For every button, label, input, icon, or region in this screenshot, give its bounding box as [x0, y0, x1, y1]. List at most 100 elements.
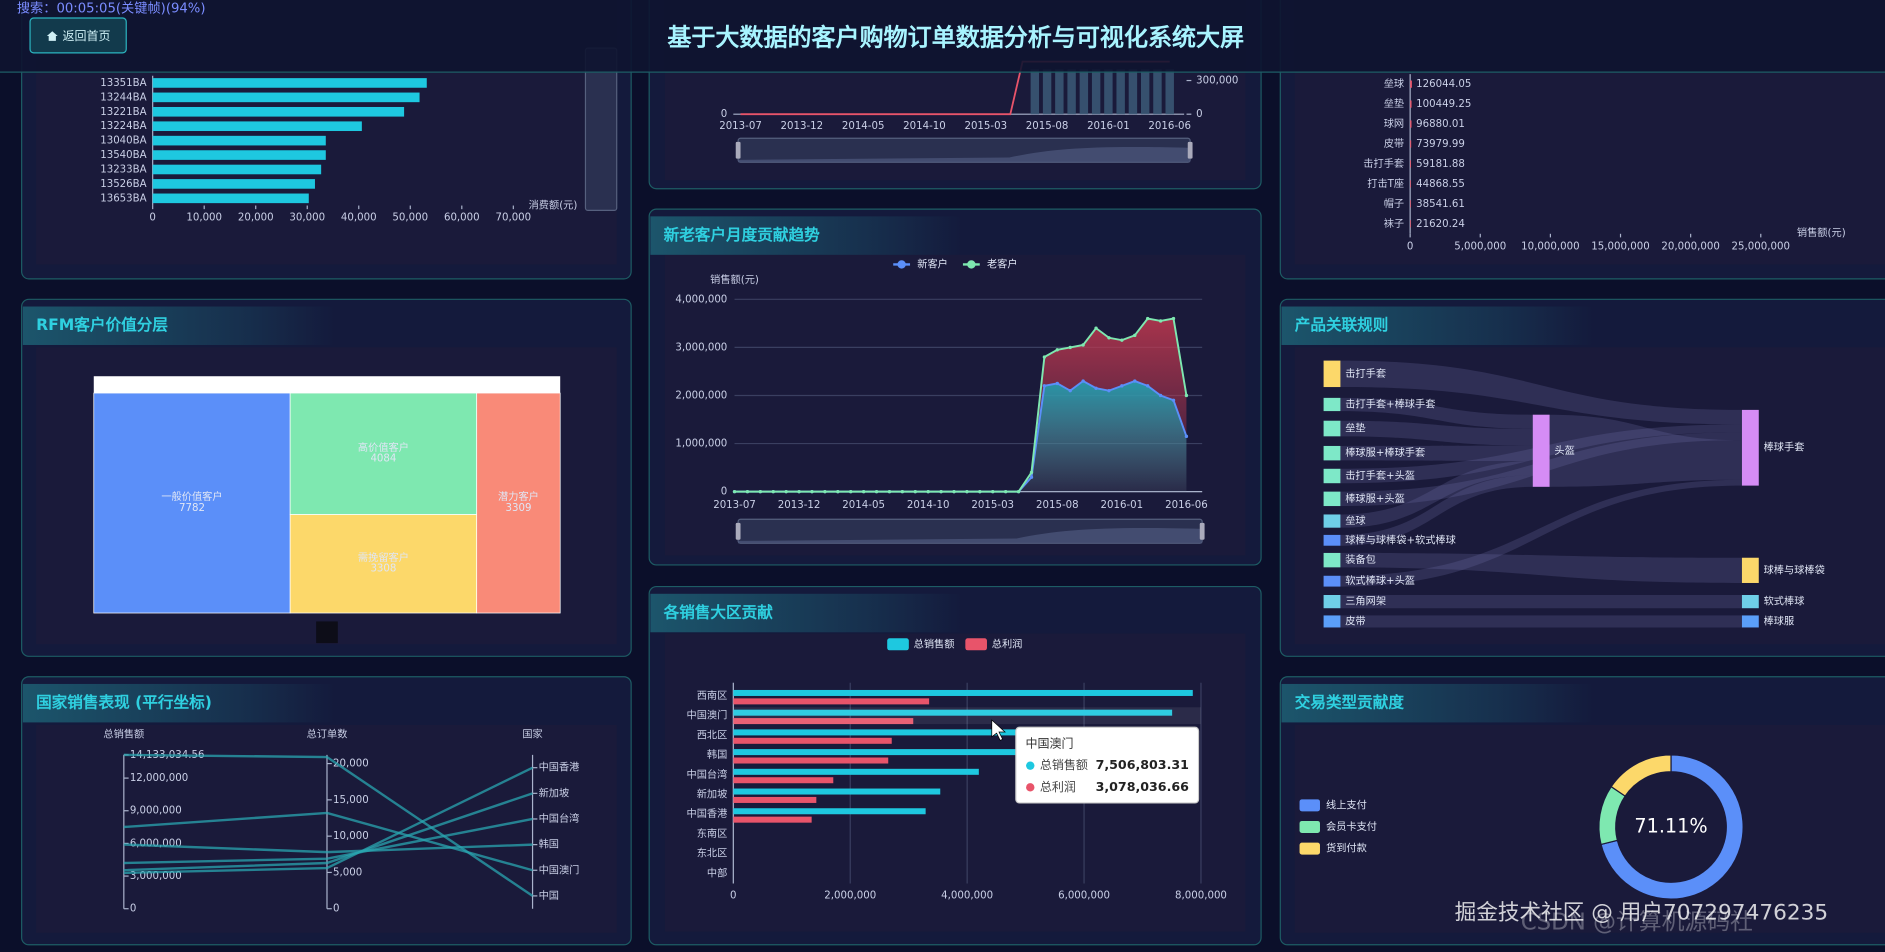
tick-label: 中国澳门	[539, 863, 580, 876]
tick-label: 中国	[539, 889, 559, 902]
bar	[733, 698, 930, 705]
tooltip-name: 总销售额	[1040, 757, 1088, 772]
zoom-handle[interactable]	[735, 141, 741, 159]
legend-label[interactable]: 线上支付	[1326, 798, 1367, 811]
point	[758, 489, 763, 494]
point	[991, 489, 995, 494]
y-tick-label: 1,000,000	[675, 439, 727, 450]
back-button-label[interactable]: 返回首页	[63, 29, 111, 43]
title-glow	[650, 593, 963, 633]
legend-marker[interactable]	[967, 260, 976, 269]
x-tick-label: 2015-03	[971, 500, 1014, 511]
panel-title: 交易类型贡献度	[1295, 693, 1405, 712]
bar	[1165, 69, 1174, 115]
x-tick-label: 2015-03	[964, 121, 1007, 132]
parallel-line	[123, 817, 533, 865]
node-label: 球棒与球棒袋+软式棒球	[1345, 533, 1456, 546]
bar	[1079, 69, 1089, 115]
y-tick-label: 打击T座	[1367, 177, 1404, 190]
point	[1029, 470, 1034, 475]
node	[1323, 491, 1341, 507]
tick-label: 10,000	[333, 831, 369, 842]
legend-swatch[interactable]	[887, 638, 909, 651]
bar	[1410, 100, 1412, 108]
legend-swatch[interactable]	[965, 638, 987, 651]
y-tick-label: 皮带	[1384, 137, 1404, 150]
parallel-line	[123, 843, 533, 854]
home-icon[interactable]	[46, 31, 58, 41]
zoom-handle[interactable]	[1199, 522, 1205, 540]
title-glow	[1281, 306, 1595, 345]
panel-title: 国家销售表现 (平行坐标)	[36, 693, 212, 712]
point	[1068, 388, 1072, 393]
tile-value: 4084	[370, 454, 396, 465]
legend-marker[interactable]	[897, 260, 906, 269]
legend-label[interactable]: 货到付款	[1326, 842, 1367, 855]
x-tick-label: 2016-01	[1101, 500, 1144, 511]
point	[836, 489, 840, 494]
watermark: 掘金技术社区 @ 用户707297476235	[1455, 901, 1829, 926]
y-tick-label: 13244BA	[100, 92, 146, 103]
zoom-handle[interactable]	[1187, 141, 1193, 159]
x-tick-label: 40,000	[341, 213, 377, 224]
point	[978, 489, 982, 494]
panel-title: RFM客户价值分层	[36, 315, 168, 334]
bar	[1153, 69, 1162, 115]
point	[745, 489, 750, 494]
bar	[733, 768, 979, 775]
tooltip-highlight	[733, 707, 1201, 725]
back-button[interactable]	[29, 17, 127, 54]
bar	[733, 709, 1173, 716]
legend-label[interactable]: 总利润	[992, 637, 1023, 650]
zoom-handle[interactable]	[735, 522, 741, 540]
bar	[152, 164, 322, 175]
tick-label: 0	[333, 904, 340, 915]
tick-label: 5,000	[333, 867, 362, 878]
legend-swatch[interactable]	[1299, 799, 1320, 812]
point	[1055, 381, 1059, 386]
value-label: 96880.01	[1416, 119, 1465, 130]
legend-label[interactable]: 会员卡支付	[1326, 820, 1377, 833]
point	[1081, 379, 1085, 383]
tile	[93, 392, 291, 614]
legend-swatch[interactable]	[1299, 820, 1320, 833]
tick-label: 15,000	[333, 795, 369, 806]
node-label: 装备包	[1345, 553, 1376, 566]
link	[1340, 615, 1742, 628]
center-label: 71.11%	[1634, 814, 1707, 837]
header-bar	[0, 0, 1885, 73]
tile-label: 需挽留客户	[358, 551, 409, 564]
y-tick-label: 新加坡	[697, 788, 728, 801]
y-tick-label: 西南区	[697, 689, 728, 702]
y-tick-label: 2,000,000	[675, 390, 727, 401]
y-tick-label: 13540BA	[100, 150, 146, 161]
node-label: 头盔	[1554, 444, 1574, 457]
point	[1094, 326, 1098, 330]
bar	[733, 757, 889, 764]
bar	[152, 106, 405, 117]
donut-slice	[1610, 754, 1672, 797]
x-axis-label: 销售额(元)	[1797, 226, 1846, 239]
point	[1029, 475, 1034, 479]
legend-label[interactable]: 总销售额	[914, 637, 955, 650]
legend-label[interactable]: 老客户	[987, 257, 1018, 270]
x-tick-label: 2016-01	[1087, 121, 1130, 132]
bar	[1055, 69, 1064, 115]
x-tick-label: 20,000,000	[1661, 241, 1719, 252]
legend-swatch[interactable]	[1299, 842, 1320, 855]
point	[887, 489, 892, 494]
y-tick-label: 中国澳门	[686, 709, 727, 722]
point	[1158, 319, 1163, 323]
bar	[152, 179, 315, 189]
legend-label[interactable]: 新客户	[917, 257, 948, 270]
parallel-line	[123, 792, 533, 872]
bar	[1410, 220, 1411, 228]
node-label: 棒球服+头盔	[1345, 492, 1405, 505]
node	[1323, 575, 1341, 587]
y-tick-label: 4,000,000	[675, 294, 727, 305]
tile-value: 3309	[505, 503, 531, 514]
value-label: 100449.25	[1416, 99, 1471, 110]
y-tick-label: 中部	[707, 866, 727, 879]
bar	[1410, 160, 1411, 168]
